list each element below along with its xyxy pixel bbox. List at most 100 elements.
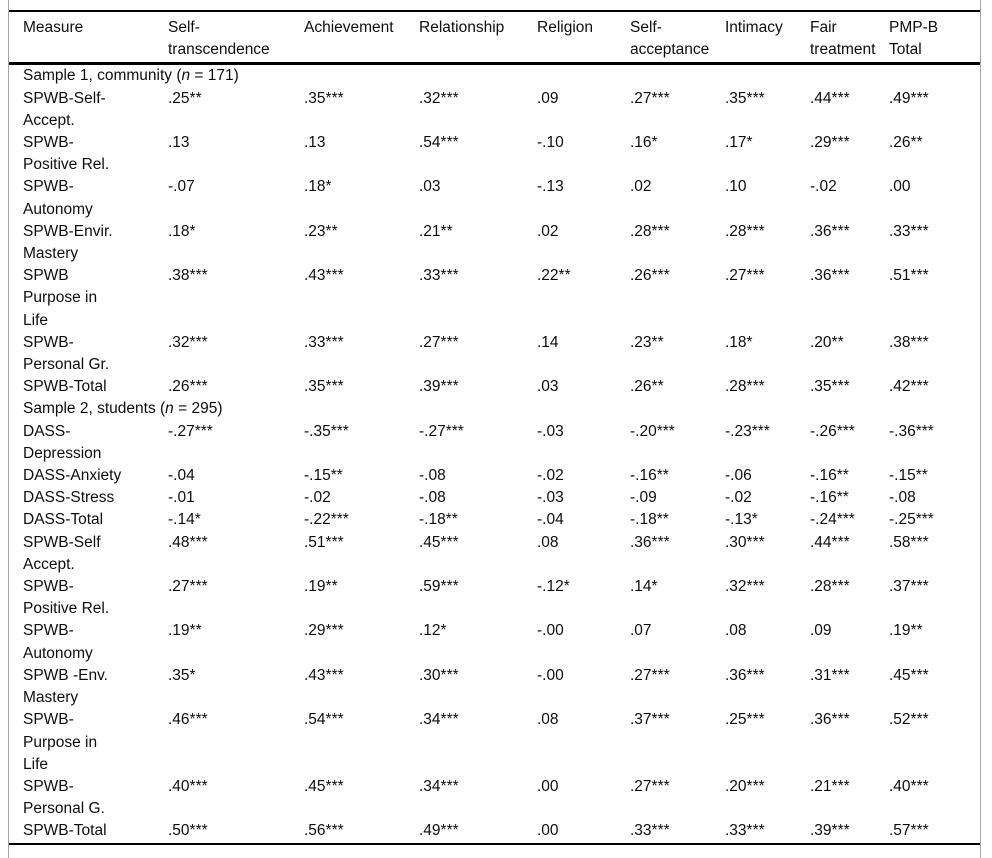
- correlation-cell: .19**: [889, 622, 923, 640]
- measure-label: SPWB-Self Accept.: [23, 533, 101, 573]
- table-row: SPWB Purpose in Life .38*** .43*** .33*** .2…: [9, 265, 980, 332]
- correlation-cell: -.18**: [630, 511, 669, 529]
- correlation-cell: .35***: [304, 378, 344, 396]
- correlation-cell: -.23***: [725, 422, 770, 440]
- correlation-cell: .03: [419, 178, 441, 196]
- correlation-cell: .32***: [168, 333, 208, 351]
- correlation-cell: .14: [537, 333, 559, 351]
- table-row: SPWB- Personal G. .40*** .45*** .34*** .00 .2…: [9, 776, 980, 820]
- correlation-cell: .08: [725, 622, 747, 640]
- correlation-cell: .40***: [889, 777, 929, 795]
- correlation-cell: .35***: [725, 89, 765, 107]
- correlation-cell: -.15**: [889, 467, 928, 485]
- correlation-cell: .00: [537, 777, 559, 795]
- correlation-cell: .37***: [889, 578, 929, 596]
- correlation-cell: .02: [537, 222, 559, 240]
- correlation-cell: .08: [537, 711, 559, 729]
- measure-label: SPWB-Total: [23, 822, 107, 840]
- correlation-cell: .13: [168, 134, 190, 152]
- correlation-cell: .27***: [630, 777, 670, 795]
- correlation-cell: -.20***: [630, 422, 675, 440]
- measure-label: SPWB-Total: [23, 378, 107, 396]
- correlation-cell: -.35***: [304, 422, 349, 440]
- correlation-cell: .33***: [889, 222, 929, 240]
- correlation-cell: .31***: [810, 666, 850, 684]
- correlation-cell: -.09: [630, 489, 657, 507]
- table-row: DASS-Stress -.01 -.02 -.08 -.03 -.09 -.02 -.16*…: [9, 487, 980, 509]
- correlation-cell: .23**: [304, 222, 338, 240]
- correlation-cell: .50***: [168, 822, 208, 840]
- correlation-cell: -.07: [168, 178, 195, 196]
- correlation-cell: .18*: [725, 333, 753, 351]
- correlation-cell: .21***: [810, 777, 850, 795]
- correlation-cell: .27***: [630, 666, 670, 684]
- correlation-cell: .00: [537, 822, 559, 840]
- correlation-cell: .00: [889, 178, 911, 196]
- measure-label: DASS-Total: [23, 511, 104, 529]
- correlation-cell: -.02: [304, 489, 331, 507]
- correlation-cell: .16*: [630, 134, 658, 152]
- sample-size-symbol: n: [165, 400, 174, 418]
- column-header-self-acceptance: Self- acceptance: [630, 11, 725, 66]
- correlation-cell: .29***: [810, 134, 850, 152]
- section-heading-suffix: = 171): [190, 67, 239, 85]
- correlation-cell: .36***: [810, 711, 850, 729]
- table-row: SPWB-Envir. Mastery .18* .23** .21** .02 .28*…: [9, 221, 980, 265]
- correlation-cell: .38***: [889, 333, 929, 351]
- correlation-cell: -.27***: [168, 422, 213, 440]
- correlation-cell: .44***: [810, 533, 850, 551]
- table-row: SPWB- Autonomy -.07 .18* .03 -.13 .02 .10 -.02.…: [9, 176, 980, 220]
- correlation-cell: -.02: [725, 489, 752, 507]
- correlation-cell: .20**: [810, 333, 844, 351]
- correlation-cell: -.04: [537, 511, 564, 529]
- correlation-cell: -.08: [419, 467, 446, 485]
- column-header-relationship: Relationship: [419, 11, 537, 66]
- correlation-cell: .26**: [889, 134, 923, 152]
- column-header-self-transcendence: Self- transcendence: [168, 11, 304, 66]
- correlation-cell: -.08: [419, 489, 446, 507]
- correlation-cell: .19**: [304, 578, 338, 596]
- correlation-table: Measure Self- transcendence Achievement …: [9, 10, 980, 845]
- correlation-cell: .32***: [419, 89, 459, 107]
- correlation-cell: .33***: [304, 333, 344, 351]
- correlation-cell: -.06: [725, 467, 752, 485]
- column-header-pmpb-total: PMP-B Total: [889, 11, 980, 66]
- column-header-measure: Measure: [9, 11, 168, 66]
- correlation-cell: .25***: [725, 711, 765, 729]
- correlation-cell: .48***: [168, 533, 208, 551]
- column-header-fair-treatment: Fair treatment: [810, 11, 889, 66]
- correlation-cell: .51***: [889, 267, 929, 285]
- section-heading-prefix: Sample 2, students (: [23, 400, 166, 418]
- correlation-cell: .17*: [725, 134, 753, 152]
- correlation-cell: .09: [537, 89, 559, 107]
- correlation-cell: .40***: [168, 777, 208, 795]
- section-heading: Sample 2, students (n = 295): [9, 398, 980, 420]
- correlation-cell: .32***: [725, 578, 765, 596]
- correlation-cell: .14*: [630, 578, 658, 596]
- correlation-cell: .09: [810, 622, 832, 640]
- correlation-cell: .39***: [419, 378, 459, 396]
- correlation-cell: .22**: [537, 267, 571, 285]
- header-row: Measure Self- transcendence Achievement …: [9, 11, 980, 66]
- correlation-cell: .42***: [889, 378, 929, 396]
- correlation-cell: .52***: [889, 711, 929, 729]
- measure-label: SPWB- Autonomy: [23, 622, 93, 662]
- correlation-cell: .26***: [168, 378, 208, 396]
- correlation-cell: -.04: [168, 467, 195, 485]
- sample-size-symbol: n: [181, 67, 191, 85]
- correlation-cell: .26**: [630, 378, 664, 396]
- correlation-cell: -.36***: [889, 422, 934, 440]
- correlation-cell: -.16**: [810, 467, 849, 485]
- correlation-cell: .20***: [725, 777, 765, 795]
- correlation-cell: .28***: [725, 378, 765, 396]
- correlation-cell: .54***: [304, 711, 344, 729]
- correlation-cell: .45***: [889, 666, 929, 684]
- correlation-cell: .30***: [419, 666, 459, 684]
- correlation-cell: .35***: [304, 89, 344, 107]
- correlation-cell: -.25***: [889, 511, 934, 529]
- correlation-cell: .02: [630, 178, 652, 196]
- measure-label: SPWB -Env. Mastery: [23, 666, 108, 707]
- table-row: SPWB-Self Accept. .48*** .51*** .45*** .08 .3…: [9, 532, 980, 576]
- correlation-cell: -.02: [810, 178, 837, 196]
